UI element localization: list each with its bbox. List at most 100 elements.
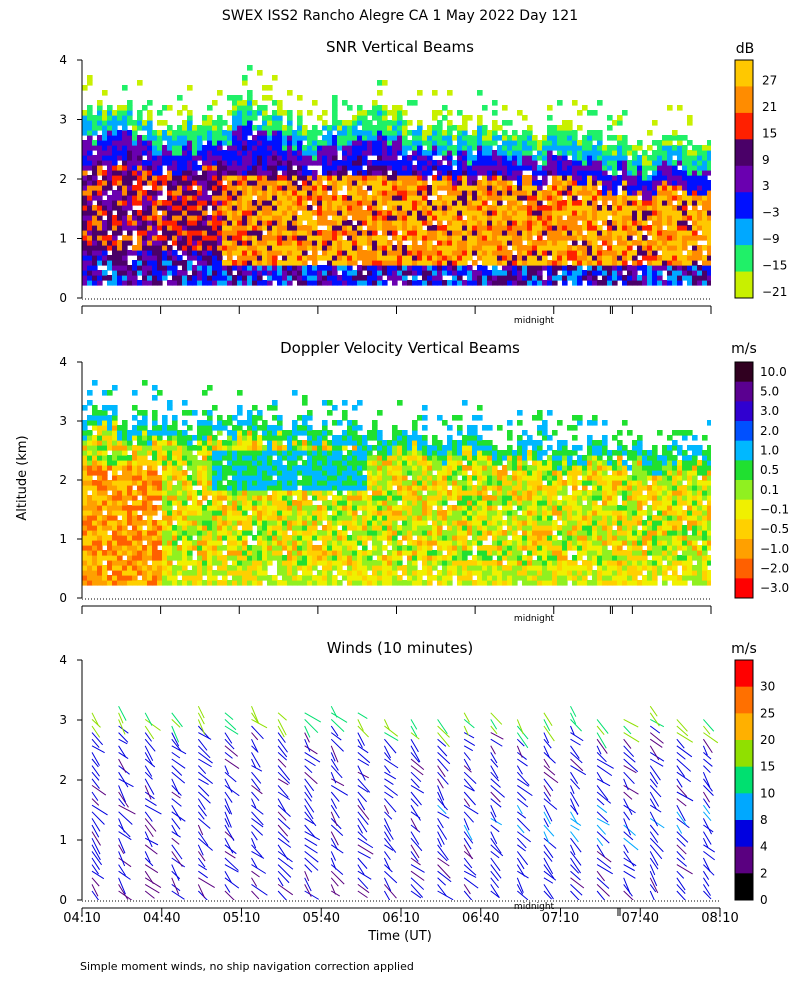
heatmap-cell (147, 170, 153, 176)
heatmap-cell (647, 270, 653, 276)
heatmap-cell (92, 520, 98, 526)
heatmap-cell (207, 440, 213, 446)
heatmap-cell (177, 205, 183, 211)
heatmap-cell (157, 185, 163, 191)
heatmap-cell (97, 550, 103, 556)
heatmap-cell (462, 230, 468, 236)
heatmap-cell (172, 470, 178, 476)
heatmap-cell (237, 550, 243, 556)
heatmap-cell (192, 240, 198, 246)
heatmap-cell (212, 495, 218, 501)
heatmap-cell (222, 135, 228, 141)
heatmap-cell (622, 225, 628, 231)
heatmap-cell (252, 265, 258, 271)
heatmap-cell (152, 455, 158, 461)
heatmap-cell (142, 480, 148, 486)
heatmap-cell (112, 385, 118, 391)
heatmap-cell (122, 205, 128, 211)
heatmap-cell (127, 195, 133, 201)
heatmap-cell (297, 115, 303, 121)
heatmap-cell (97, 195, 103, 201)
heatmap-cell (172, 465, 178, 471)
heatmap-cell (467, 175, 473, 181)
heatmap-cell (462, 175, 468, 181)
heatmap-cell (232, 220, 238, 226)
heatmap-cell (567, 230, 573, 236)
heatmap-cell (202, 425, 208, 431)
heatmap-cell (607, 205, 613, 211)
heatmap-cell (617, 270, 623, 276)
heatmap-cell (182, 245, 188, 251)
heatmap-cell (707, 240, 711, 246)
heatmap-cell (697, 155, 703, 161)
heatmap-cell (167, 210, 173, 216)
heatmap-cell (157, 495, 163, 501)
heatmap-cell (352, 170, 358, 176)
heatmap-cell (212, 190, 218, 196)
heatmap-cell (192, 515, 198, 521)
heatmap-cell (567, 270, 573, 276)
heatmap-cell (652, 210, 658, 216)
heatmap-cell (452, 205, 458, 211)
heatmap-cell (507, 250, 513, 256)
heatmap-cell (547, 165, 553, 171)
heatmap-cell (322, 150, 328, 156)
heatmap-cell (132, 390, 138, 396)
heatmap-cell (117, 440, 123, 446)
heatmap-cell (702, 190, 708, 196)
heatmap-cell (127, 155, 133, 161)
heatmap-cell (227, 515, 233, 521)
heatmap-cell (527, 160, 533, 166)
heatmap-cell (97, 150, 103, 156)
heatmap-cell (677, 150, 683, 156)
heatmap-cell (562, 185, 568, 191)
heatmap-cell (282, 280, 288, 286)
heatmap-cell (282, 260, 288, 266)
heatmap-cell (672, 190, 678, 196)
heatmap-cell (707, 270, 711, 276)
heatmap-cell (132, 195, 138, 201)
heatmap-cell (182, 105, 188, 111)
heatmap-cell (482, 250, 488, 256)
heatmap-cell (572, 160, 578, 166)
heatmap-cell (137, 165, 143, 171)
heatmap-cell (617, 205, 623, 211)
heatmap-cell (282, 255, 288, 261)
heatmap-cell (177, 470, 183, 476)
heatmap-cell (247, 255, 253, 261)
heatmap-cell (637, 185, 643, 191)
heatmap-cell (97, 555, 103, 561)
heatmap-cell (627, 215, 633, 221)
heatmap-cell (267, 120, 273, 126)
heatmap-cell (117, 490, 123, 496)
heatmap-cell (182, 580, 188, 586)
heatmap-cell (237, 200, 243, 206)
heatmap-cell (217, 145, 223, 151)
heatmap-cell (247, 165, 253, 171)
heatmap-cell (592, 165, 598, 171)
heatmap-cell (467, 170, 473, 176)
heatmap-cell (192, 480, 198, 486)
heatmap-cell (92, 560, 98, 566)
heatmap-cell (122, 180, 128, 186)
heatmap-cell (237, 565, 243, 571)
heatmap-cell (92, 250, 98, 256)
heatmap-cell (627, 175, 633, 181)
heatmap-cell (667, 265, 673, 271)
heatmap-cell (572, 275, 578, 281)
heatmap-cell (92, 180, 98, 186)
heatmap-cell (142, 225, 148, 231)
heatmap-cell (122, 580, 128, 586)
heatmap-cell (327, 195, 333, 201)
heatmap-cell (392, 150, 398, 156)
heatmap-cell (582, 255, 588, 261)
heatmap-cell (647, 195, 653, 201)
heatmap-cell (307, 110, 313, 116)
heatmap-cell (152, 255, 158, 261)
heatmap-cell (452, 160, 458, 166)
heatmap-cell (212, 245, 218, 251)
heatmap-cell (102, 425, 108, 431)
heatmap-cell (157, 280, 163, 286)
heatmap-cell (207, 280, 213, 286)
heatmap-cell (637, 240, 643, 246)
